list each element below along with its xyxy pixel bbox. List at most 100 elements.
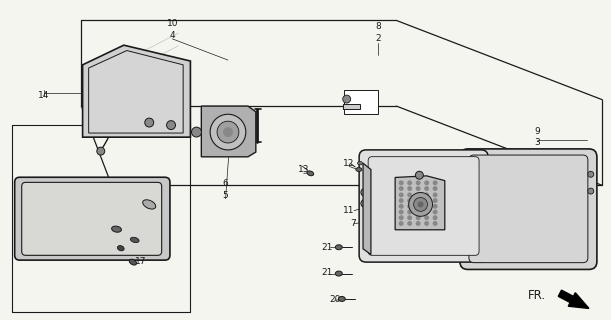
- Circle shape: [433, 192, 437, 197]
- Text: 7: 7: [350, 219, 356, 228]
- Text: 1: 1: [362, 95, 368, 104]
- Text: 14: 14: [38, 92, 49, 100]
- Circle shape: [588, 188, 594, 194]
- Polygon shape: [82, 45, 191, 137]
- Ellipse shape: [130, 237, 139, 243]
- Circle shape: [433, 215, 437, 220]
- Polygon shape: [201, 106, 256, 157]
- Ellipse shape: [357, 161, 362, 165]
- Circle shape: [415, 215, 420, 220]
- Text: 15: 15: [147, 114, 159, 123]
- Circle shape: [415, 171, 423, 179]
- Circle shape: [191, 127, 202, 137]
- Circle shape: [223, 127, 233, 137]
- Circle shape: [167, 121, 175, 130]
- FancyArrow shape: [558, 290, 589, 308]
- Ellipse shape: [335, 245, 342, 250]
- Circle shape: [415, 192, 420, 197]
- Circle shape: [97, 147, 104, 155]
- Circle shape: [399, 198, 404, 203]
- Ellipse shape: [143, 200, 156, 209]
- Circle shape: [424, 186, 429, 191]
- Circle shape: [399, 210, 404, 214]
- Circle shape: [407, 215, 412, 220]
- Text: 5: 5: [222, 191, 229, 200]
- FancyBboxPatch shape: [359, 150, 488, 262]
- Circle shape: [210, 114, 246, 150]
- Ellipse shape: [117, 245, 124, 251]
- Circle shape: [424, 210, 429, 214]
- Ellipse shape: [307, 171, 313, 176]
- Text: 12: 12: [343, 159, 355, 168]
- Ellipse shape: [112, 226, 122, 232]
- Circle shape: [424, 221, 429, 226]
- Circle shape: [433, 221, 437, 226]
- Circle shape: [399, 215, 404, 220]
- Circle shape: [424, 180, 429, 185]
- Text: 3: 3: [534, 138, 540, 147]
- Text: 18: 18: [135, 228, 147, 237]
- Circle shape: [424, 198, 429, 203]
- Circle shape: [415, 221, 420, 226]
- Circle shape: [361, 188, 369, 196]
- Circle shape: [399, 192, 404, 197]
- Circle shape: [424, 192, 429, 197]
- Circle shape: [343, 95, 351, 103]
- Circle shape: [407, 221, 412, 226]
- Circle shape: [433, 204, 437, 209]
- Circle shape: [407, 180, 412, 185]
- Text: 19: 19: [93, 223, 104, 232]
- Text: 6: 6: [222, 179, 229, 188]
- Ellipse shape: [356, 168, 362, 172]
- Text: 2: 2: [375, 34, 381, 43]
- Text: 16: 16: [98, 234, 110, 243]
- Circle shape: [415, 180, 420, 185]
- Circle shape: [433, 186, 437, 191]
- Circle shape: [433, 198, 437, 203]
- FancyBboxPatch shape: [15, 177, 170, 260]
- FancyBboxPatch shape: [344, 90, 378, 114]
- Circle shape: [415, 198, 420, 203]
- FancyBboxPatch shape: [460, 149, 597, 269]
- Text: 11: 11: [343, 206, 355, 215]
- Polygon shape: [395, 176, 445, 230]
- FancyBboxPatch shape: [22, 182, 162, 255]
- Circle shape: [415, 186, 420, 191]
- Circle shape: [407, 210, 412, 214]
- Circle shape: [433, 210, 437, 214]
- Circle shape: [424, 204, 429, 209]
- Text: 9: 9: [534, 127, 540, 136]
- Circle shape: [407, 204, 412, 209]
- Ellipse shape: [335, 271, 342, 276]
- Circle shape: [415, 204, 420, 209]
- Circle shape: [399, 221, 404, 226]
- Text: 4: 4: [169, 31, 175, 40]
- Text: 21: 21: [321, 268, 332, 277]
- FancyBboxPatch shape: [469, 155, 588, 263]
- Text: 21: 21: [321, 243, 332, 252]
- Circle shape: [399, 180, 404, 185]
- Circle shape: [415, 210, 420, 214]
- Circle shape: [417, 201, 423, 207]
- Text: 13: 13: [298, 165, 309, 174]
- Polygon shape: [343, 104, 360, 109]
- Circle shape: [588, 171, 594, 177]
- Circle shape: [407, 198, 412, 203]
- Circle shape: [407, 186, 412, 191]
- Ellipse shape: [129, 259, 136, 265]
- Circle shape: [414, 197, 428, 211]
- Ellipse shape: [338, 296, 345, 301]
- Circle shape: [424, 215, 429, 220]
- Text: 10: 10: [166, 19, 178, 28]
- Text: FR.: FR.: [528, 289, 546, 302]
- Text: 20: 20: [329, 295, 340, 304]
- Circle shape: [433, 180, 437, 185]
- Circle shape: [217, 121, 239, 143]
- Text: 8: 8: [375, 22, 381, 31]
- Circle shape: [409, 193, 433, 216]
- Polygon shape: [363, 163, 371, 254]
- Circle shape: [399, 186, 404, 191]
- Polygon shape: [89, 51, 183, 133]
- Text: 17: 17: [135, 257, 147, 266]
- FancyBboxPatch shape: [368, 157, 479, 255]
